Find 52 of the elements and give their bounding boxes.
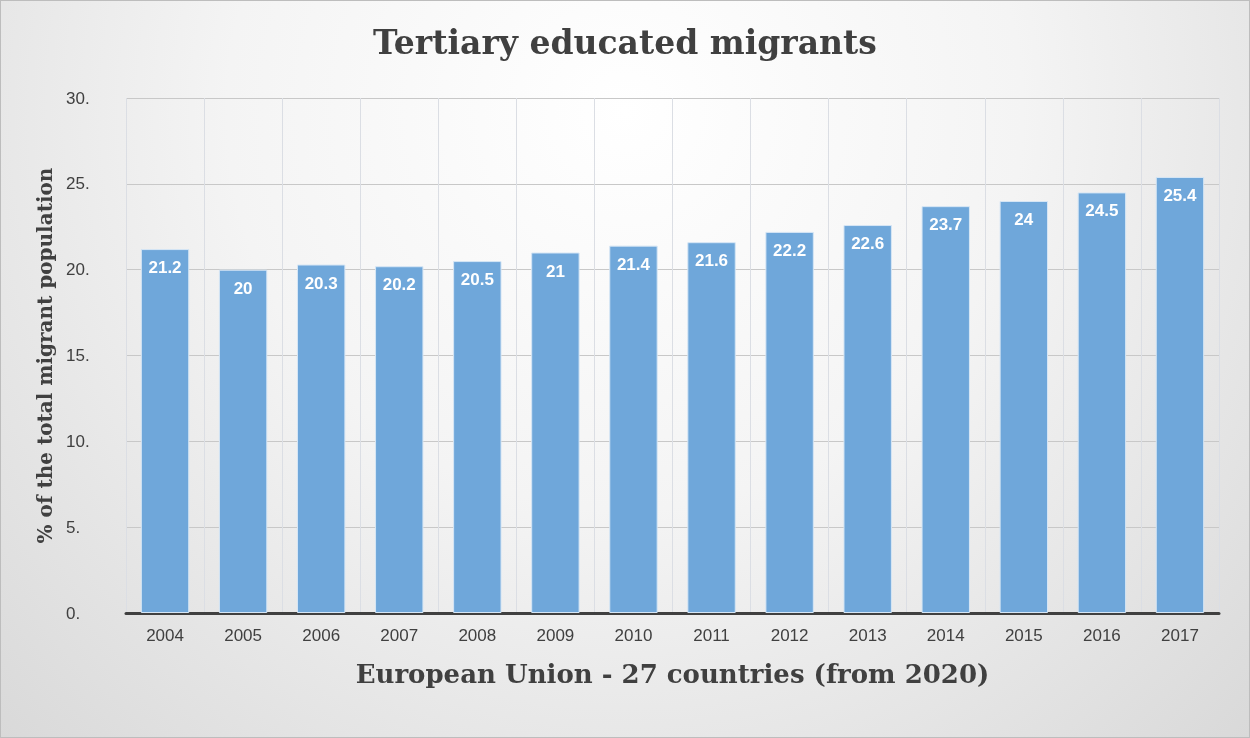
y-axis-title: % of the total migrant population [33,167,58,544]
y-tick-label: 5. [66,517,81,537]
data-label: 22.6 [851,234,885,254]
bar [453,261,502,613]
x-tick-label: 2007 [380,626,419,645]
data-label: 22.2 [773,240,807,260]
x-tick-label: 2014 [926,626,965,645]
x-tick-label: 2009 [536,626,575,645]
x-tick-label: 2004 [146,626,184,645]
x-tick-label: 2010 [614,626,653,645]
bar [375,266,424,613]
y-tick-label: 20. [66,260,90,280]
data-label: 24.5 [1085,201,1119,221]
x-tick-label: 2015 [1004,626,1043,645]
x-tick-label: 2012 [770,626,809,645]
y-tick-label: 25. [66,174,90,194]
x-axis-title: European Union - 27 countries (from 2020) [355,659,990,689]
x-tick-label: 2006 [302,626,341,645]
bar [1155,176,1205,613]
x-tick-label: 2013 [848,626,887,645]
bar [765,231,814,613]
data-label: 20 [233,278,253,298]
bar [921,206,970,613]
bar [609,245,658,613]
bar [1077,192,1127,613]
data-label: 21 [545,261,565,281]
y-tick-label: 15. [66,346,90,365]
x-tick-label: 2017 [1161,626,1199,645]
bar [296,264,346,613]
data-label: 23.7 [929,215,963,235]
x-tick-label: 2008 [458,626,497,645]
bar [218,269,268,613]
y-tick-label: 10. [66,431,90,451]
y-tick-label: 0. [66,603,81,623]
x-tick-label: 2011 [693,626,730,645]
data-label: 20.5 [460,270,494,290]
data-label: 20.2 [382,275,416,295]
data-label: 20.3 [304,273,338,293]
bar [531,252,580,613]
bar [999,201,1049,613]
y-tick-label: 30. [66,88,90,108]
data-label: 25.4 [1163,185,1198,205]
chart-title: Tertiary educated migrants [373,23,877,62]
data-label: 21.4 [616,254,651,274]
bar [140,249,190,613]
data-label: 21.2 [148,258,182,278]
x-tick-label: 2016 [1082,626,1121,645]
data-label: 21.6 [694,251,729,271]
x-tick-label: 2005 [224,626,263,645]
bar [687,242,736,613]
bar [843,225,892,613]
data-label: 24 [1014,210,1034,229]
